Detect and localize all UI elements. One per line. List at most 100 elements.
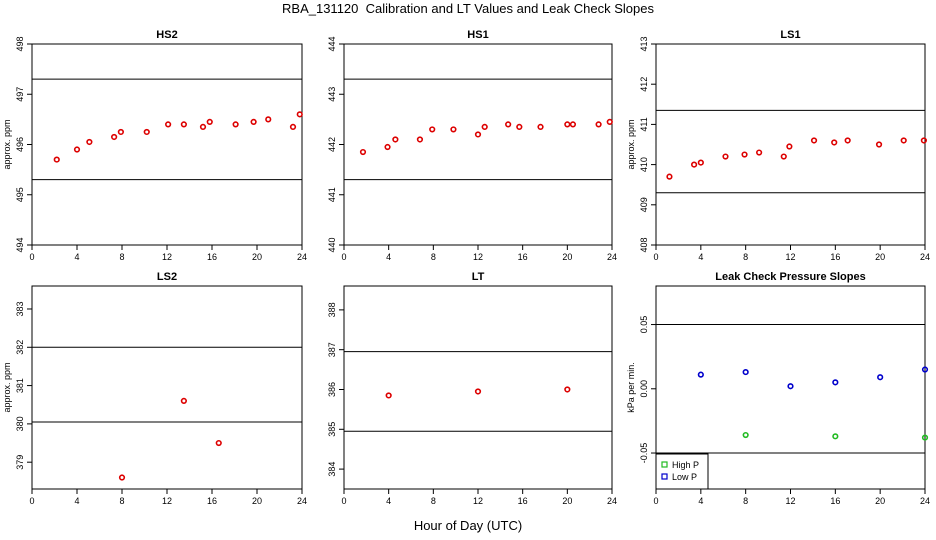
- y-tick-label: 441: [327, 187, 337, 202]
- data-point: [741, 151, 748, 158]
- data-point: [875, 141, 883, 148]
- data-point: [691, 161, 698, 168]
- x-axis-label: Hour of Day (UTC): [413, 518, 523, 533]
- data-point: [429, 126, 436, 133]
- panel-4: LS2 approx. ppm 0 4 8 12 16 20 24 379 380 381 382 383: [2, 271, 307, 506]
- x-tick-label: 24: [297, 496, 307, 506]
- x-tick-label: 16: [207, 496, 217, 506]
- data-point: [900, 137, 907, 144]
- data-point: [844, 137, 851, 144]
- data-point: [786, 143, 793, 150]
- legend-entry: Low P: [672, 472, 697, 482]
- data-point: [697, 159, 704, 166]
- data-point: [206, 118, 213, 125]
- data-point: [199, 123, 207, 131]
- x-tick-label: 8: [431, 252, 436, 262]
- x-tick-label: 16: [830, 252, 840, 262]
- data-point: [474, 388, 482, 395]
- x-tick-label: 0: [341, 252, 346, 262]
- figure-title: RBA_131120 Calibration and LT Values and…: [282, 1, 654, 16]
- data-point: [384, 143, 391, 151]
- data-point: [877, 374, 884, 381]
- y-tick-label: 385: [327, 422, 337, 437]
- y-tick-label: 494: [15, 237, 25, 252]
- data-point: [296, 111, 303, 118]
- panel-6: Leak Check Pressure Slopes kPa per min. 0 4…: [626, 271, 930, 506]
- y-tick-label: 496: [15, 137, 25, 152]
- x-tick-label: 16: [518, 496, 528, 506]
- y-tick-label: 384: [327, 462, 337, 477]
- data-point: [780, 153, 787, 160]
- data-point: [392, 136, 399, 143]
- x-tick-label: 20: [252, 252, 262, 262]
- data-point: [569, 121, 577, 128]
- data-point: [722, 153, 729, 160]
- x-tick-label: 24: [607, 496, 617, 506]
- x-tick-label: 4: [698, 496, 703, 506]
- x-tick-label: 0: [29, 496, 34, 506]
- data-point: [180, 121, 187, 128]
- data-point: [165, 121, 172, 128]
- x-tick-label: 4: [74, 496, 79, 506]
- data-point: [118, 474, 126, 481]
- y-tick-label: 0.05: [639, 316, 649, 334]
- data-point: [416, 136, 424, 143]
- y-tick-label: 379: [15, 455, 25, 470]
- data-point: [53, 156, 60, 163]
- data-point: [831, 139, 838, 146]
- x-tick-label: 8: [431, 496, 436, 506]
- legend-entry: High P: [672, 460, 699, 470]
- y-tick-label: 0.00: [639, 380, 649, 398]
- panel-3: LS1 approx. ppm 0 4 8 12 16 20 24 408 409 410 411 412…: [626, 29, 930, 262]
- data-point: [742, 368, 749, 376]
- x-tick-label: 0: [341, 496, 346, 506]
- data-point: [756, 149, 763, 156]
- panel-title: HS1: [467, 29, 488, 41]
- data-point: [564, 386, 571, 393]
- data-point: [289, 123, 297, 131]
- data-point: [143, 128, 150, 136]
- data-point: [832, 433, 839, 440]
- x-tick-label: 4: [386, 252, 391, 262]
- data-point: [666, 173, 673, 180]
- y-tick-label: 409: [639, 197, 649, 212]
- y-tick-label: -0.05: [639, 443, 649, 464]
- data-point: [215, 439, 222, 447]
- panel-title: Leak Check Pressure Slopes: [715, 271, 865, 283]
- data-point: [86, 138, 93, 146]
- data-point: [73, 146, 81, 153]
- data-point: [516, 123, 523, 131]
- plot-frame: [31, 285, 303, 490]
- panel-2: HS1 0 4 8 12 16 20 24 440 441 442 443 444: [327, 29, 617, 262]
- x-tick-label: 20: [875, 252, 885, 262]
- data-point: [921, 366, 929, 373]
- panel-title: HS2: [156, 29, 177, 41]
- legend-marker: [661, 473, 668, 480]
- data-point: [921, 434, 929, 441]
- y-tick-label: 410: [639, 157, 649, 172]
- data-point: [265, 116, 272, 123]
- data-point: [920, 137, 927, 144]
- data-point: [505, 121, 512, 128]
- data-point: [537, 123, 544, 131]
- y-tick-label: 381: [15, 378, 25, 393]
- x-tick-label: 0: [653, 496, 658, 506]
- x-tick-label: 12: [785, 252, 795, 262]
- data-point: [810, 137, 818, 144]
- x-tick-label: 8: [119, 252, 124, 262]
- y-axis-label: kPa per min.: [626, 362, 636, 413]
- x-tick-label: 16: [830, 496, 840, 506]
- panel-title: LT: [472, 271, 485, 283]
- y-tick-label: 495: [15, 187, 25, 202]
- data-point: [359, 148, 367, 156]
- x-tick-label: 8: [743, 252, 748, 262]
- data-point: [787, 383, 794, 390]
- y-tick-label: 413: [639, 36, 649, 51]
- data-point: [450, 126, 457, 133]
- x-tick-label: 20: [252, 496, 262, 506]
- x-tick-label: 24: [607, 252, 617, 262]
- x-tick-label: 12: [473, 252, 483, 262]
- x-tick-label: 20: [562, 496, 572, 506]
- x-tick-label: 8: [119, 496, 124, 506]
- x-tick-label: 0: [29, 252, 34, 262]
